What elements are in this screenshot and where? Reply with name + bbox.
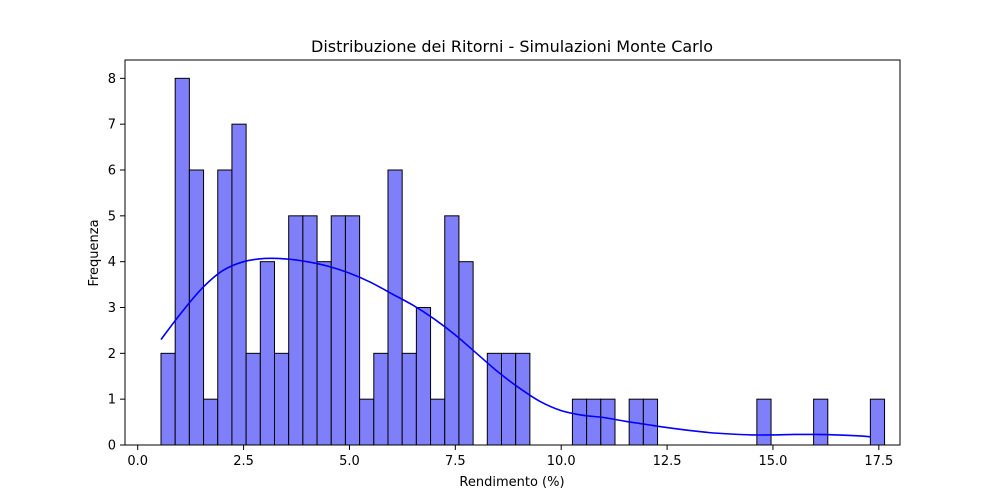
plot-frame — [124, 59, 901, 446]
y-tick-label: 8 — [108, 72, 116, 87]
y-tick-label: 7 — [108, 118, 116, 133]
histogram-bar — [344, 215, 361, 446]
histogram-bar — [217, 169, 233, 446]
histogram-bar — [273, 352, 290, 446]
histogram-bar — [486, 352, 502, 446]
y-tick-label: 3 — [108, 301, 116, 316]
x-tick-label: 7.5 — [445, 454, 466, 469]
x-tick-label: 2.5 — [233, 454, 254, 469]
x-tick-label: 0.0 — [127, 454, 148, 469]
y-axis-label: Frequenza — [87, 219, 102, 286]
x-tick-label: 10.0 — [547, 454, 576, 469]
histogram-bar — [231, 123, 247, 446]
x-axis: 0.0 2.5 5.0 7.5 10.0 12.5 15.0 17.5 — [127, 445, 893, 469]
histogram-bar — [259, 261, 275, 446]
histogram-bar — [373, 352, 389, 446]
histogram-bar — [642, 398, 659, 446]
histogram-bar — [188, 169, 205, 446]
x-axis-label: Rendimento (%) — [459, 475, 564, 490]
histogram-bar — [302, 215, 318, 446]
histogram-bar — [330, 215, 346, 446]
histogram-bar — [387, 169, 403, 446]
chart-title: Distribuzione dei Ritorni - Simulazioni … — [311, 37, 713, 56]
histogram-bar — [444, 215, 460, 446]
histogram-bar — [813, 398, 829, 446]
histogram-bar — [245, 352, 261, 446]
histogram-bar — [288, 215, 304, 446]
bars-layer — [160, 77, 886, 446]
histogram-bar — [600, 398, 616, 446]
y-tick-label: 4 — [108, 255, 116, 270]
x-tick-label: 5.0 — [339, 454, 360, 469]
y-tick-label: 5 — [108, 209, 116, 224]
histogram-bar — [756, 398, 772, 446]
y-tick-label: 1 — [108, 393, 116, 408]
histogram-bar — [316, 261, 332, 446]
histogram-bar — [869, 398, 886, 446]
y-tick-label: 6 — [108, 164, 116, 179]
histogram-bar — [586, 398, 602, 446]
x-tick-label: 15.0 — [758, 454, 787, 469]
histogram-bar — [359, 398, 375, 446]
kde-curve — [160, 257, 871, 438]
histogram-bar — [160, 352, 176, 446]
histogram-bar — [430, 398, 446, 446]
y-tick-label: 2 — [108, 347, 116, 362]
histogram-bar — [174, 77, 190, 446]
histogram-bar — [401, 352, 417, 446]
histogram-bar — [500, 352, 517, 446]
y-tick-label: 0 — [108, 439, 116, 454]
x-tick-label: 17.5 — [864, 454, 893, 469]
histogram-bar — [571, 398, 588, 446]
histogram-bar — [203, 398, 219, 446]
y-axis: 0 1 2 3 4 5 6 7 8 — [108, 72, 125, 454]
x-tick-label: 12.5 — [653, 454, 682, 469]
histogram-bar — [415, 307, 432, 446]
histogram-bar — [515, 352, 531, 446]
histogram-bar — [458, 261, 474, 446]
